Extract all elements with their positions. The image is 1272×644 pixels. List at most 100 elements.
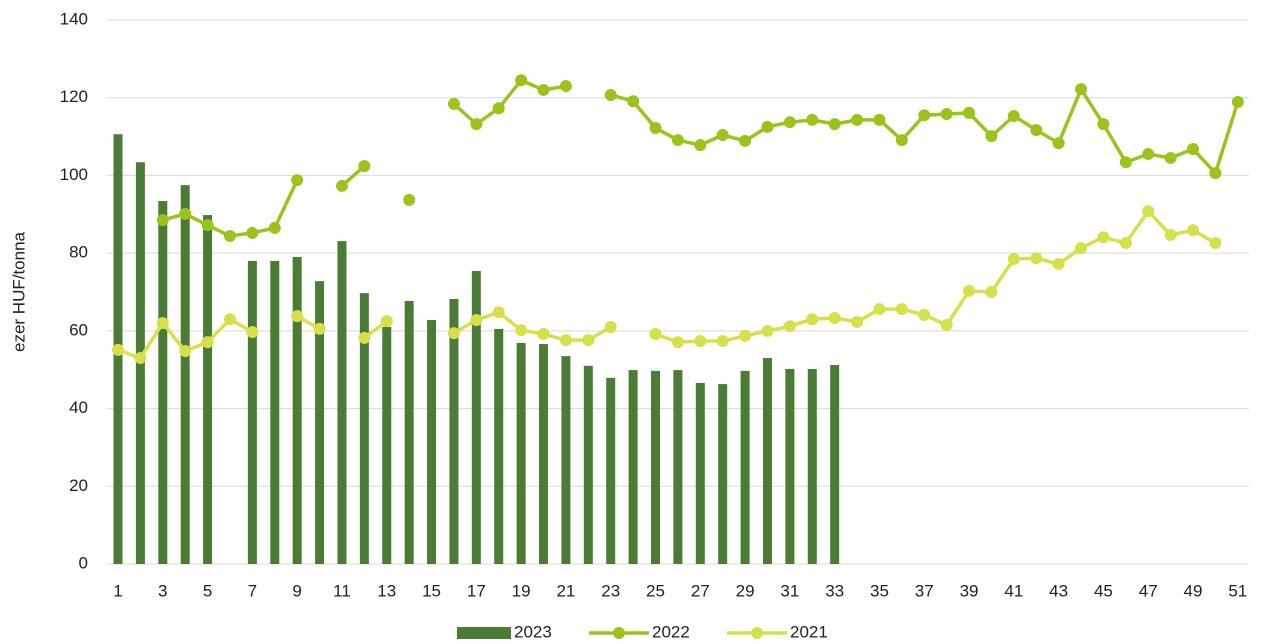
bar xyxy=(830,365,840,564)
x-tick-label: 7 xyxy=(248,581,257,600)
y-tick-label: 120 xyxy=(60,87,88,106)
bar xyxy=(427,319,437,564)
line-point xyxy=(1075,83,1088,96)
x-tick-label: 5 xyxy=(203,581,212,600)
y-axis-label: ezer HUF/tonna xyxy=(9,231,28,352)
line-point xyxy=(806,313,819,326)
x-tick-label: 25 xyxy=(646,581,665,600)
line-point xyxy=(470,313,483,326)
line-point xyxy=(156,214,169,227)
bar xyxy=(494,328,504,564)
line-point xyxy=(537,327,550,340)
line-point xyxy=(761,120,774,133)
line-point xyxy=(447,97,460,110)
x-tick-label: 49 xyxy=(1184,581,1203,600)
line-point xyxy=(1007,109,1020,122)
line-point xyxy=(895,303,908,316)
line-point xyxy=(694,334,707,347)
x-tick-label: 45 xyxy=(1094,581,1113,600)
bar xyxy=(539,344,549,564)
bar xyxy=(673,370,683,564)
y-tick-label: 40 xyxy=(69,398,88,417)
x-tick-label: 29 xyxy=(736,581,755,600)
x-tick-label: 19 xyxy=(512,581,531,600)
line-point xyxy=(335,179,348,192)
legend-swatch xyxy=(613,627,625,639)
line xyxy=(452,78,567,126)
bar xyxy=(292,257,302,564)
line-point xyxy=(963,284,976,297)
bar xyxy=(785,368,795,564)
line-point xyxy=(515,74,528,87)
line-point xyxy=(246,226,259,239)
bar xyxy=(740,370,750,564)
line-point xyxy=(246,326,259,339)
line-point xyxy=(1097,231,1110,244)
y-tick-label: 0 xyxy=(79,553,88,572)
line-point xyxy=(1142,205,1155,218)
line-point xyxy=(716,334,729,347)
line-point xyxy=(649,122,662,135)
line-point xyxy=(515,324,528,337)
line-point xyxy=(1164,151,1177,164)
line-point xyxy=(492,306,505,319)
bar xyxy=(695,382,705,564)
line-point xyxy=(851,315,864,328)
x-tick-label: 47 xyxy=(1139,581,1158,600)
line-point xyxy=(156,317,169,330)
line-point xyxy=(918,109,931,122)
x-tick-label: 11 xyxy=(333,581,351,600)
x-tick-label: 1 xyxy=(113,581,122,600)
x-tick-label: 17 xyxy=(467,581,486,600)
bar xyxy=(382,326,392,564)
line-point xyxy=(963,106,976,119)
line-point xyxy=(1209,167,1222,180)
x-tick-label: 39 xyxy=(960,581,979,600)
line-point xyxy=(559,80,572,93)
legend-swatch xyxy=(457,627,511,639)
bar xyxy=(807,368,817,564)
line-point xyxy=(358,160,371,173)
line-point xyxy=(649,327,662,340)
line-point xyxy=(179,207,192,220)
line-point xyxy=(828,118,841,131)
y-tick-label: 20 xyxy=(69,476,88,495)
line-point xyxy=(1052,258,1065,271)
x-tick-label: 35 xyxy=(870,581,889,600)
line-point xyxy=(201,219,214,232)
line-point xyxy=(985,286,998,298)
line-point xyxy=(111,343,124,356)
line-point xyxy=(582,334,595,347)
y-tick-label: 60 xyxy=(69,320,88,339)
line-point xyxy=(358,331,371,344)
line-point xyxy=(851,113,864,126)
line-point xyxy=(1187,224,1200,237)
line-point xyxy=(873,303,886,316)
bar xyxy=(516,342,526,564)
line-point xyxy=(1164,228,1177,241)
line-point xyxy=(179,345,192,358)
bar xyxy=(583,365,593,564)
bar xyxy=(471,271,481,564)
line-point xyxy=(739,329,752,342)
bar xyxy=(762,358,772,564)
line-point xyxy=(559,334,572,347)
bar xyxy=(180,185,190,564)
line-point xyxy=(1187,143,1200,156)
x-tick-label: 23 xyxy=(601,581,620,600)
bar xyxy=(315,281,325,564)
line-point xyxy=(470,118,483,131)
line-point xyxy=(201,336,214,349)
line xyxy=(610,87,1240,175)
line-point xyxy=(694,139,707,152)
line-point xyxy=(1231,95,1244,108)
line-point xyxy=(783,116,796,129)
line-point xyxy=(671,134,684,147)
x-tick-label: 33 xyxy=(825,581,844,600)
line-point xyxy=(761,324,774,337)
x-tick-label: 15 xyxy=(422,581,441,600)
bar xyxy=(203,215,213,564)
bar xyxy=(337,241,347,564)
line-point xyxy=(918,308,931,321)
